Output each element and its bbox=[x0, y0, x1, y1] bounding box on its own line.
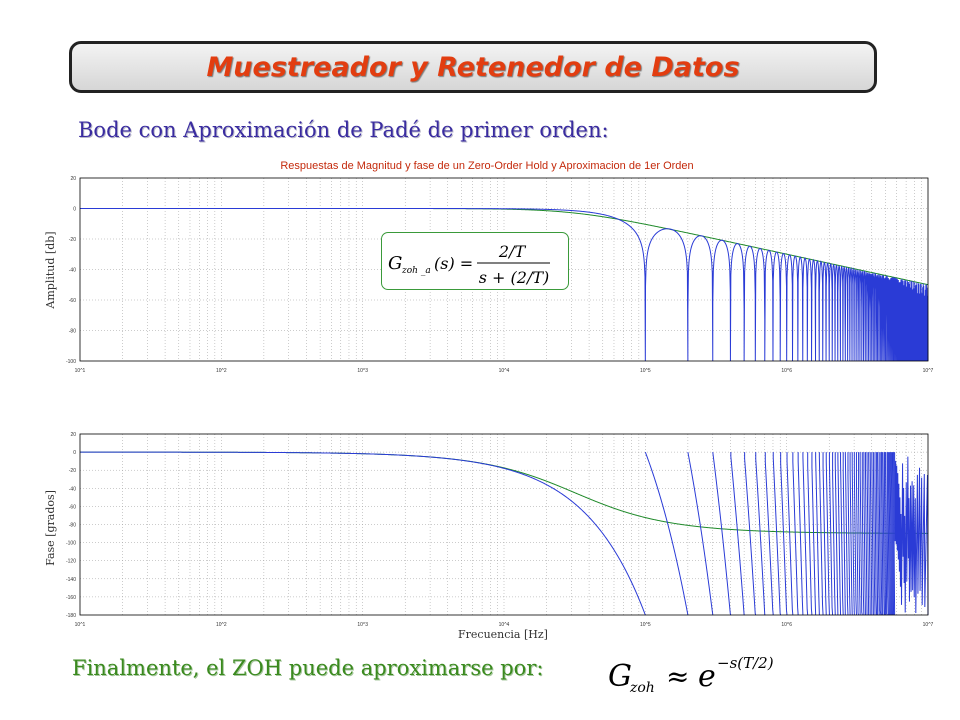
pade-lhs-arg: (s) = bbox=[434, 254, 473, 273]
x-tick-label: 10^7 bbox=[923, 622, 934, 628]
phase-ylabel: Fase [grados] bbox=[44, 490, 57, 566]
y-tick-label: -60 bbox=[69, 298, 76, 304]
slide-title: Muestreador y Retenedor de Datos bbox=[206, 51, 740, 83]
y-tick-label: -140 bbox=[66, 577, 76, 583]
frequency-xlabel: Frecuencia [Hz] bbox=[458, 628, 548, 641]
zoh-phase-line bbox=[80, 451, 929, 616]
pade-denominator: s + (2/T) bbox=[479, 268, 550, 287]
figure-title: Respuestas de Magnitud y fase de un Zero… bbox=[280, 160, 693, 172]
x-tick-label: 10^3 bbox=[357, 368, 368, 374]
footer-text: Finalmente, el ZOH puede aproximarse por… bbox=[72, 656, 544, 680]
zoh-formula-exponent: −s(T/2) bbox=[717, 654, 774, 672]
x-tick-label: 10^5 bbox=[640, 368, 651, 374]
zoh-magnitude-line bbox=[80, 208, 929, 362]
pade-formula-box: G zoh _a (s) = 2/T s + (2/T) bbox=[381, 232, 569, 290]
zoh-formula-base: e bbox=[698, 659, 716, 694]
y-tick-label: -80 bbox=[69, 523, 76, 529]
y-tick-label: 0 bbox=[73, 207, 76, 213]
y-tick-label: -100 bbox=[66, 541, 76, 547]
y-tick-label: 20 bbox=[70, 176, 76, 182]
phase-plot: 20 0 -20 -40 -60 -80 -100 -120 -140 -160 -180 10^1 1… bbox=[66, 432, 934, 628]
y-tick-label: -180 bbox=[66, 613, 76, 619]
y-tick-label: -40 bbox=[69, 486, 76, 492]
x-tick-label: 10^6 bbox=[781, 368, 792, 374]
y-tick-label: 20 bbox=[70, 432, 76, 438]
x-tick-label: 10^3 bbox=[357, 622, 368, 628]
y-tick-label: -100 bbox=[66, 359, 76, 365]
y-tick-label: -120 bbox=[66, 559, 76, 565]
x-tick-label: 10^2 bbox=[216, 368, 227, 374]
pade-lhs-g: G bbox=[388, 253, 402, 274]
x-tick-label: 10^1 bbox=[75, 368, 86, 374]
y-tick-label: -20 bbox=[69, 468, 76, 474]
zoh-formula-g: G bbox=[608, 659, 632, 694]
plot-frame bbox=[79, 177, 929, 362]
title-banner: Muestreador y Retenedor de Datos bbox=[69, 41, 877, 93]
zoh-formula-sub: zoh bbox=[629, 680, 655, 696]
y-tick-label: -160 bbox=[66, 595, 76, 601]
y-tick-label: -20 bbox=[69, 237, 76, 243]
pade-lhs-sub: zoh _a bbox=[401, 266, 431, 276]
x-tick-label: 10^1 bbox=[75, 622, 86, 628]
x-tick-label: 10^4 bbox=[499, 368, 510, 374]
x-tick-label: 10^4 bbox=[499, 622, 510, 628]
y-tick-label: -80 bbox=[69, 329, 76, 335]
y-tick-label: -40 bbox=[69, 268, 76, 274]
x-tick-label: 10^2 bbox=[216, 622, 227, 628]
pade-formula: G zoh _a (s) = 2/T s + (2/T) bbox=[388, 242, 550, 287]
zoh-formula-approx: ≈ bbox=[666, 660, 689, 693]
y-tick-label: -60 bbox=[69, 504, 76, 510]
slide-subtitle: Bode con Aproximación de Padé de primer … bbox=[78, 118, 609, 142]
magnitude-ylabel: Amplitud [db] bbox=[44, 231, 57, 309]
magnitude-plot: 20 0 -20 -40 -60 -80 -100 10^1 10^2 10^3 10^4 10^5 1… bbox=[66, 176, 934, 374]
x-tick-label: 10^6 bbox=[781, 622, 792, 628]
x-tick-label: 10^7 bbox=[923, 368, 934, 374]
y-tick-label: 0 bbox=[73, 450, 76, 456]
x-tick-label: 10^5 bbox=[640, 622, 651, 628]
plot-frame bbox=[79, 433, 929, 616]
pade-numerator: 2/T bbox=[498, 242, 527, 261]
zoh-approx-formula: G zoh ≈ e −s(T/2) bbox=[608, 654, 774, 696]
